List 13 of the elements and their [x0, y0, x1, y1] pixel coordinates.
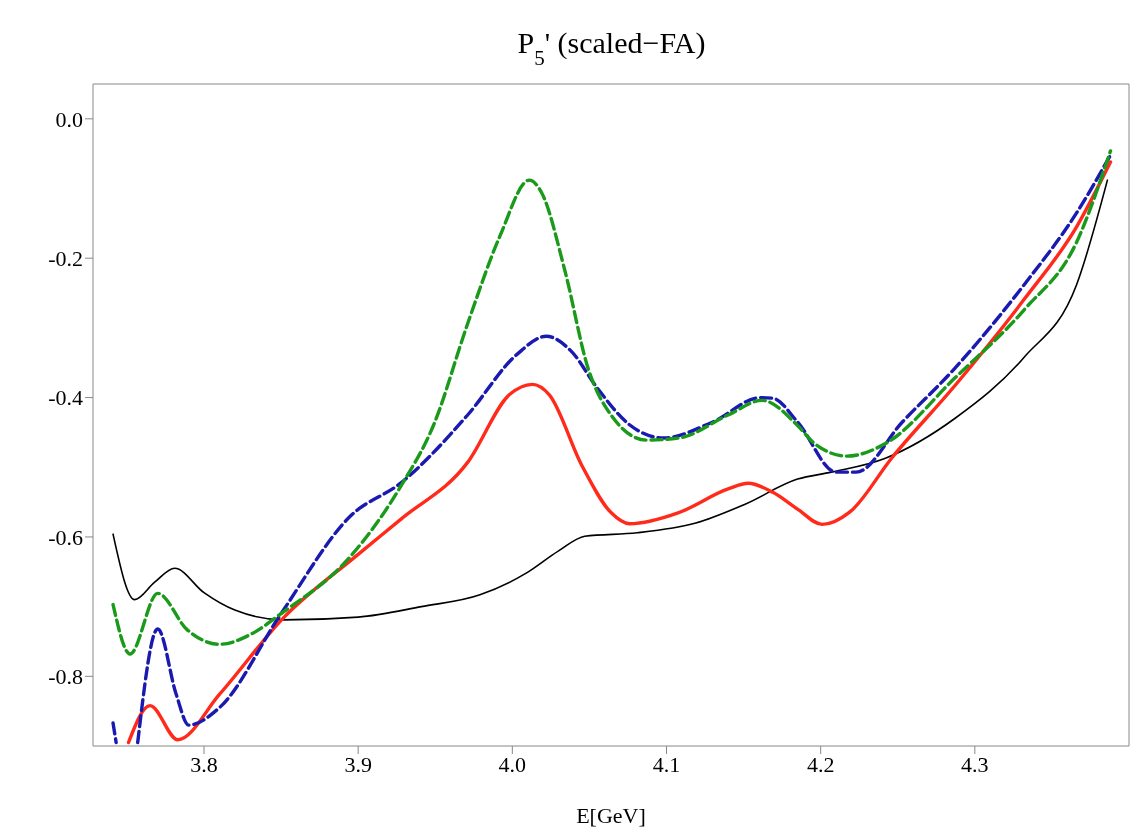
x-tick-label: 4.1 [652, 751, 681, 777]
y-tick-label: -0.6 [48, 524, 83, 550]
y-tick-label: 0.0 [55, 106, 83, 132]
x-axis-title: E[GeV] [576, 803, 646, 828]
chart-title: P$_{5}$' (scaled−FA) [517, 26, 706, 70]
x-tick-label: 3.8 [190, 751, 218, 777]
x-tick-label: 3.9 [344, 751, 372, 777]
y-tick-label: -0.4 [48, 385, 83, 411]
y-tick-label: -0.8 [48, 664, 83, 690]
y-tick-label: -0.2 [48, 246, 83, 272]
x-tick-label: 4.3 [961, 751, 989, 777]
x-tick-label: 4.0 [498, 751, 527, 777]
x-tick-label: 4.2 [806, 751, 835, 777]
